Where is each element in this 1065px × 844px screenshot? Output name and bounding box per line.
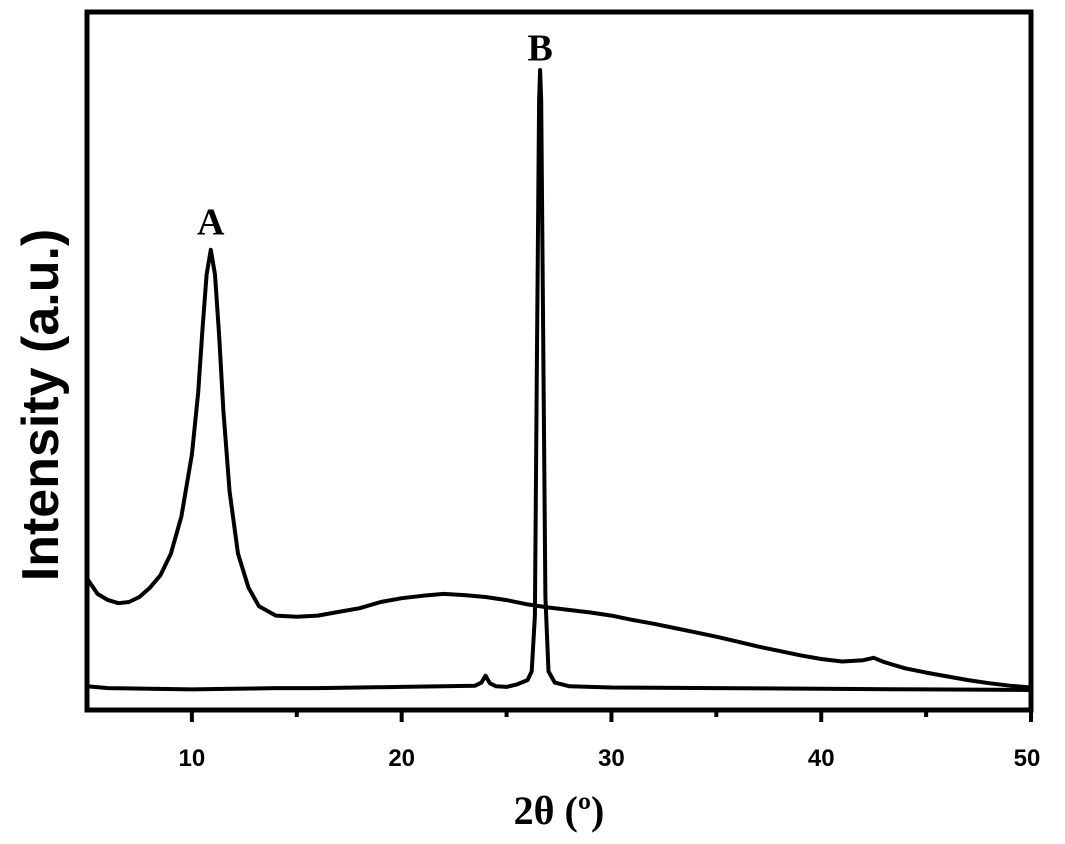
x-tick-label-1: 20 bbox=[388, 745, 415, 772]
x-tick-label-4: 50 bbox=[1014, 745, 1041, 772]
y-axis-title: Intensity (a.u.) bbox=[12, 229, 70, 581]
x-axis-ticks: 10 20 30 40 50 bbox=[179, 710, 1041, 772]
x-tick-label-0: 10 bbox=[179, 745, 206, 772]
series-line-1 bbox=[85, 247, 1032, 690]
annotations-group: AB bbox=[197, 28, 553, 244]
peak-label-a: A bbox=[197, 201, 225, 243]
x-axis-title: 2θ (º) bbox=[514, 788, 605, 833]
plot-frame bbox=[84, 9, 1034, 713]
x-tick-label-3: 40 bbox=[808, 745, 835, 772]
x-tick-label-2: 30 bbox=[598, 745, 625, 772]
series-group bbox=[85, 68, 1032, 692]
peak-label-b: B bbox=[527, 28, 552, 70]
series-line-2 bbox=[86, 68, 1032, 692]
